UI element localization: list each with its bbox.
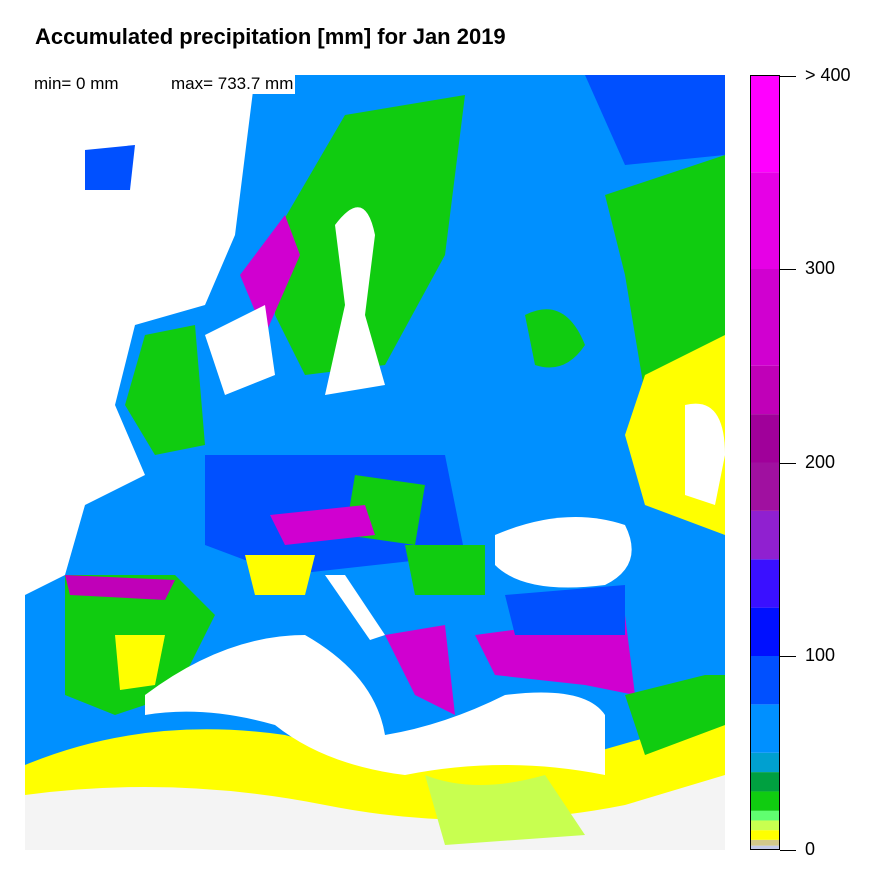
- colorbar-bin: [750, 656, 780, 705]
- region-greece: [385, 625, 455, 715]
- colorbar-tick-mark: [780, 75, 796, 77]
- colorbar-bin: [750, 365, 780, 415]
- colorbar-bin: [750, 414, 780, 463]
- sea-baltic: [325, 207, 385, 395]
- colorbar-bin: [750, 845, 780, 850]
- colorbar-bin: [750, 559, 780, 608]
- colorbar-bin: [750, 820, 780, 831]
- colorbar-bin: [750, 172, 780, 269]
- region-levant: [625, 675, 725, 755]
- colorbar-tick-label: 0: [805, 838, 816, 859]
- colorbar-tick-mark: [780, 656, 796, 657]
- colorbar-bin: [750, 269, 780, 366]
- colorbar-tick-label: 300: [805, 258, 836, 278]
- colorbar-tick-mark: [780, 462, 796, 464]
- region-cantabria: [65, 575, 175, 600]
- region-russia-central: [525, 309, 585, 368]
- region-libya: [425, 775, 585, 845]
- colorbar-tick-label: > 400: [805, 64, 851, 85]
- colorbar-tick-label: 200: [805, 451, 836, 472]
- colorbar: [750, 75, 780, 850]
- min-value: min= 0 mm: [32, 74, 121, 94]
- sea-mediterranean: [145, 635, 605, 775]
- colorbar-tick-mark: [780, 849, 796, 851]
- colorbar-bin: [750, 839, 780, 846]
- region-russia-east: [605, 155, 725, 405]
- colorbar-tick-mark: [780, 269, 796, 270]
- region-norway-coast: [240, 215, 300, 335]
- sea-caspian: [685, 403, 725, 505]
- colorbar-bin: [750, 752, 780, 773]
- max-value: max= 733.7 mm: [169, 74, 296, 94]
- region-turkey-north: [505, 585, 625, 635]
- colorbar-frame: [750, 75, 780, 850]
- colorbar-bin: [750, 830, 780, 840]
- colorbar-bin: [750, 462, 780, 511]
- region-britain: [125, 325, 205, 455]
- region-po-valley: [245, 555, 315, 595]
- sea-atlantic: [25, 75, 255, 595]
- sea-north-sea: [205, 305, 275, 395]
- colorbar-tick-label: 100: [805, 645, 836, 665]
- colorbar-bin: [750, 772, 780, 792]
- colorbar-bin: [750, 810, 780, 821]
- sea-black-sea: [495, 517, 632, 588]
- colorbar-bin: [750, 607, 780, 656]
- colorbar-bin: [750, 791, 780, 811]
- sea-adriatic: [325, 575, 385, 640]
- region-iberia-dry: [115, 635, 165, 690]
- region-iceland: [85, 145, 135, 190]
- precipitation-map: [25, 75, 725, 850]
- colorbar-bin: [750, 510, 780, 560]
- map-title: Accumulated precipitation [mm] for Jan 2…: [35, 24, 506, 49]
- region-russia-north: [585, 75, 725, 165]
- colorbar-bin: [750, 704, 780, 753]
- colorbar-bin: [750, 75, 780, 173]
- region-alps: [270, 505, 375, 545]
- region-hungary: [405, 545, 485, 595]
